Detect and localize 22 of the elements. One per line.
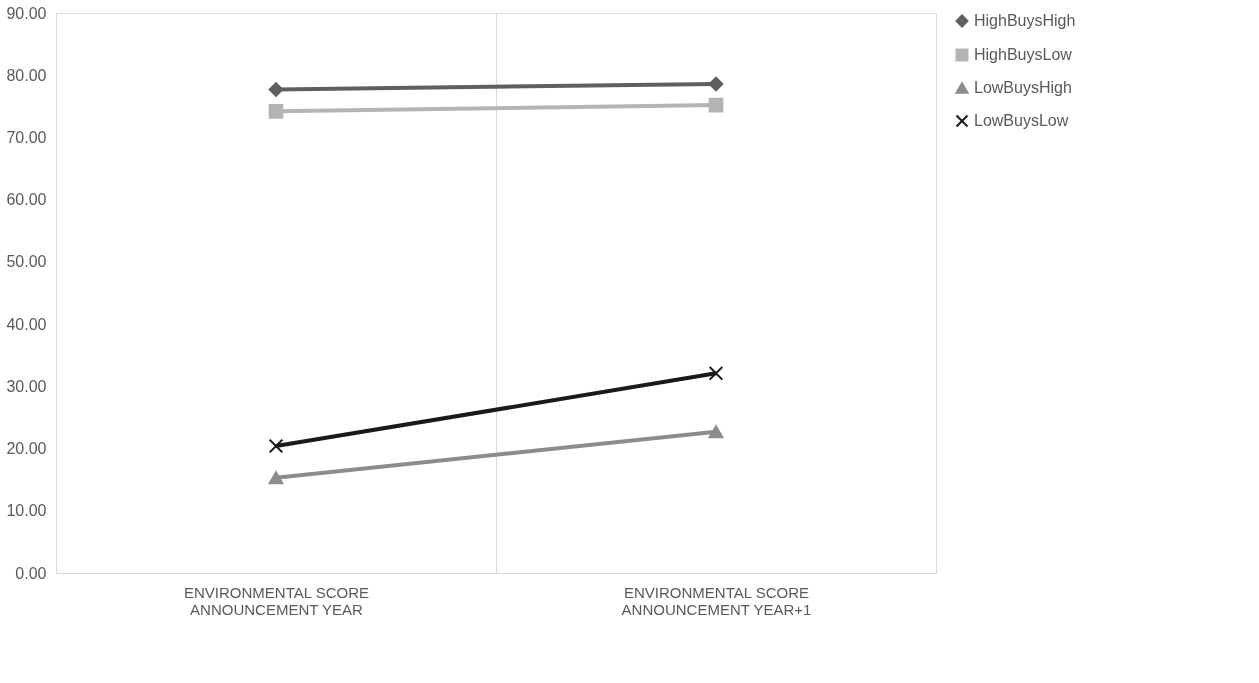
y-tick-label: 20.00 — [6, 440, 47, 458]
legend-label: LowBuysHigh — [974, 79, 1072, 96]
legend-label: HighBuysLow — [974, 46, 1073, 63]
y-tick-label: 50.00 — [6, 253, 47, 271]
legend-label: HighBuysHigh — [974, 12, 1076, 29]
point — [268, 438, 284, 454]
point — [268, 82, 284, 97]
y-tick-label: 40.00 — [6, 315, 47, 333]
y-tick-label: 90.00 — [6, 4, 47, 22]
y-tick-label: 80.00 — [6, 66, 47, 84]
y-tick-label: 10.00 — [6, 502, 47, 520]
point — [708, 365, 724, 381]
legend-label: LowBuysLow — [974, 112, 1069, 129]
y-tick-label: 30.00 — [6, 377, 47, 395]
x-tick-label: ENVIRONMENTAL SCORE ANNOUNCEMENT YEAR — [183, 583, 370, 618]
point — [268, 103, 284, 119]
x-tick-label: ENVIRONMENTAL SCORE ANNOUNCEMENT YEAR+1 — [621, 583, 812, 618]
y-tick-label: 60.00 — [6, 191, 47, 209]
point — [708, 97, 724, 113]
y-tick-label: 70.00 — [6, 128, 47, 146]
point — [708, 76, 724, 92]
y-tick-label: 0.00 — [15, 564, 47, 582]
